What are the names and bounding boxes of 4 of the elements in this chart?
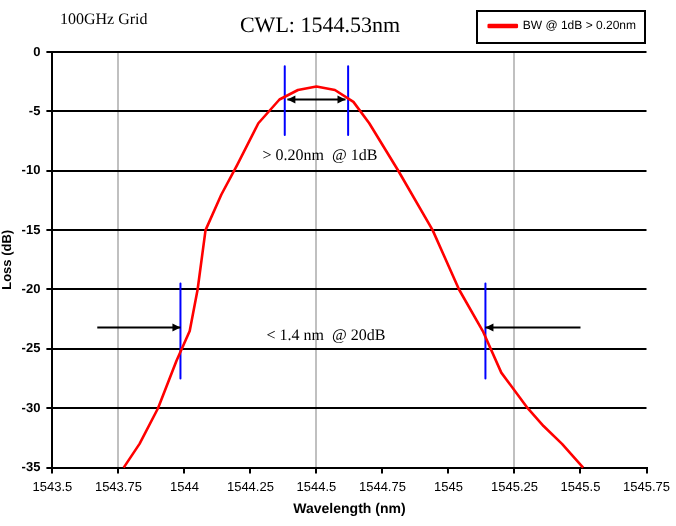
annotation: < 1.4 nm @ 20dB xyxy=(266,326,386,345)
text: 100GHz Grid xyxy=(60,10,148,29)
chart-title: CWL: 1544.53nm xyxy=(239,13,401,38)
annotation: > 0.20nm @ 1dB xyxy=(262,146,378,165)
